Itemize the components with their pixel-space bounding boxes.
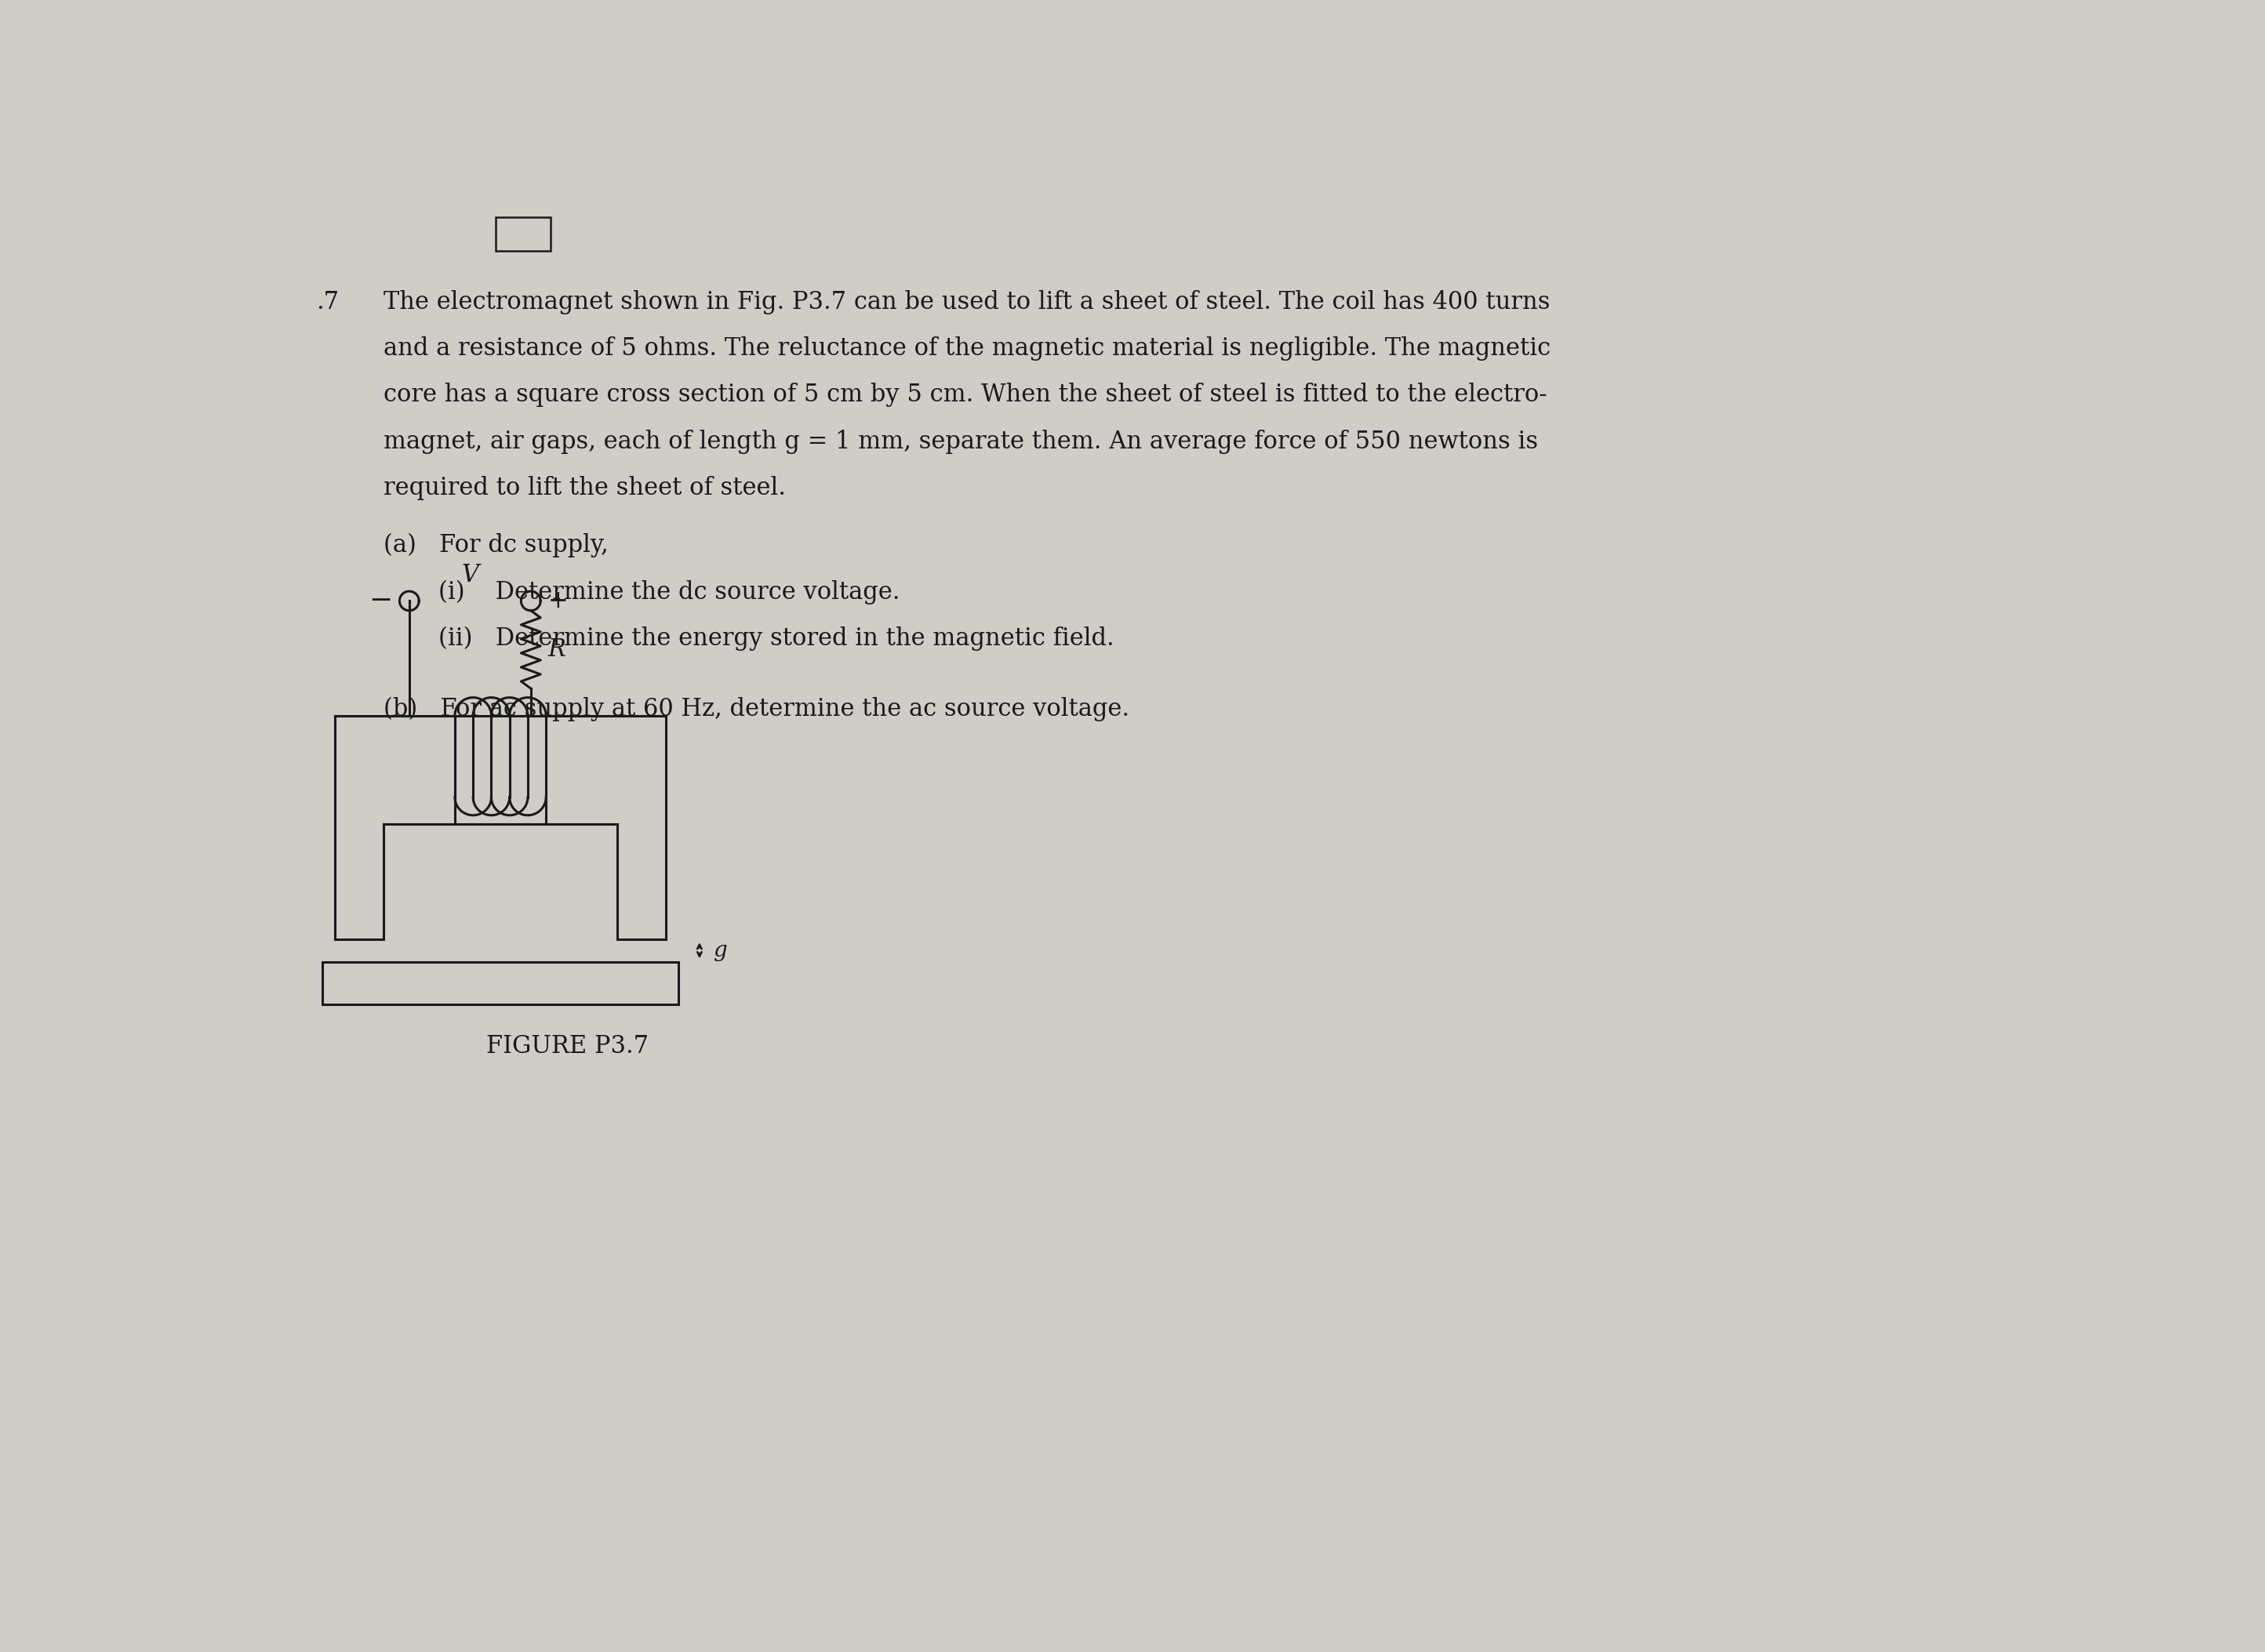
- Text: magnet, air gaps, each of length g = 1 mm, separate them. An average force of 55: magnet, air gaps, each of length g = 1 m…: [383, 430, 1538, 454]
- Text: and a resistance of 5 ohms. The reluctance of the magnetic material is negligibl: and a resistance of 5 ohms. The reluctan…: [383, 337, 1552, 360]
- Text: g: g: [713, 940, 727, 961]
- Text: V: V: [462, 563, 478, 588]
- Bar: [496, 218, 550, 251]
- Text: The electromagnet shown in Fig. P3.7 can be used to lift a sheet of steel. The c: The electromagnet shown in Fig. P3.7 can…: [383, 291, 1549, 314]
- Text: .7: .7: [317, 291, 340, 314]
- Text: (i)    Determine the dc source voltage.: (i) Determine the dc source voltage.: [437, 580, 899, 605]
- Text: R: R: [548, 638, 566, 662]
- Text: core has a square cross section of 5 cm by 5 cm. When the sheet of steel is fitt: core has a square cross section of 5 cm …: [383, 383, 1547, 408]
- Text: FIGURE P3.7: FIGURE P3.7: [487, 1034, 648, 1059]
- Text: (a)   For dc supply,: (a) For dc supply,: [383, 534, 609, 558]
- Text: (ii)   Determine the energy stored in the magnetic field.: (ii) Determine the energy stored in the …: [437, 626, 1114, 651]
- Text: −: −: [369, 588, 392, 615]
- Text: (b)   For ac supply at 60 Hz, determine the ac source voltage.: (b) For ac supply at 60 Hz, determine th…: [383, 697, 1130, 722]
- Bar: [322, 961, 677, 1004]
- Text: +: +: [548, 588, 569, 613]
- Text: required to lift the sheet of steel.: required to lift the sheet of steel.: [383, 476, 786, 501]
